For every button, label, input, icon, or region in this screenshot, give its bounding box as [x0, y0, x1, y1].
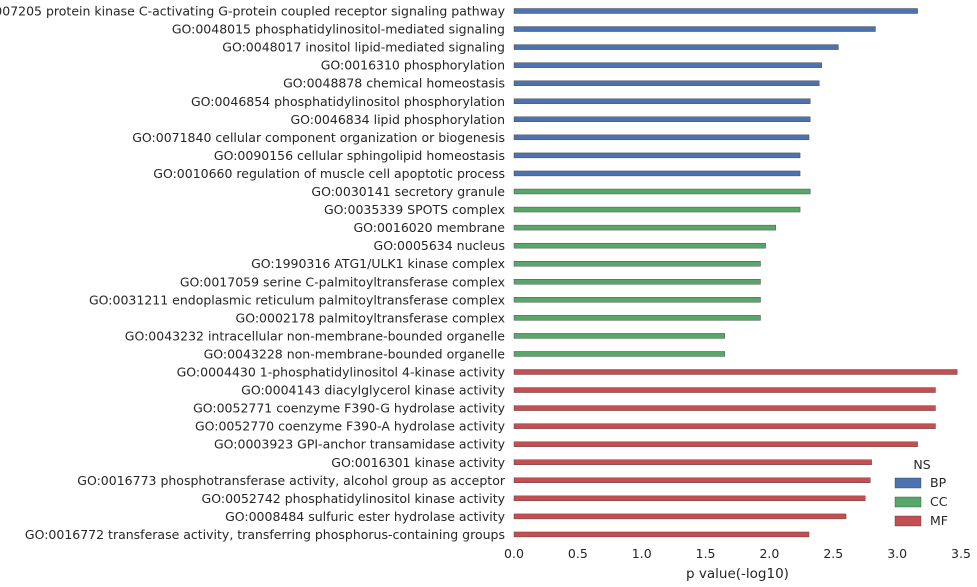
- y-tick-label: GO:0017059 serine C-palmitoyltransferase…: [180, 274, 505, 289]
- bar-bp: [513, 98, 811, 104]
- x-tick-label: 2.5: [823, 546, 843, 561]
- y-tick-label: GO:0007205 protein kinase C-activating G…: [0, 4, 506, 19]
- x-tick-labels: 0.0 0.5 1.0 1.5 2.0 2.5 3.0 3.5: [504, 546, 971, 561]
- bars-group: [513, 8, 958, 538]
- x-tick-label: 3.5: [951, 546, 971, 561]
- y-tick-label: GO:0052742 phosphatidylinositol kinase a…: [202, 491, 506, 506]
- y-tick-label: GO:0008484 sulfuric ester hydrolase acti…: [225, 509, 506, 524]
- bar-mf: [513, 531, 810, 538]
- bar-bp: [513, 80, 820, 86]
- y-tick-label: GO:0031211 endoplasmic reticulum palmito…: [89, 292, 505, 307]
- y-tick-label: GO:0016020 membrane: [353, 220, 505, 235]
- y-tick-labels: GO:0007205 protein kinase C-activating G…: [0, 4, 506, 542]
- bar-cc: [513, 261, 761, 267]
- bar-bp: [513, 116, 811, 123]
- bar-bp: [513, 134, 810, 141]
- y-tick-label: GO:0043232 intracellular non-membrane-bo…: [125, 328, 506, 343]
- x-tick-label: 0.5: [568, 546, 588, 561]
- y-tick-label: GO:0010660 regulation of muscle cell apo…: [153, 166, 505, 181]
- legend-swatch-cc: [894, 496, 922, 508]
- bar-mf: [513, 459, 872, 465]
- y-tick-label: GO:0090156 cellular sphingolipid homeost…: [214, 148, 505, 163]
- bar-cc: [513, 351, 725, 357]
- bar-cc: [513, 206, 801, 213]
- legend-label-cc: CC: [930, 494, 948, 509]
- legend: NS BP CC MF: [894, 457, 948, 528]
- y-tick-label: GO:1990316 ATG1/ULK1 kinase complex: [251, 256, 505, 271]
- y-tick-label: GO:0016310 phosphorylation: [321, 58, 505, 73]
- legend-title: NS: [913, 457, 930, 472]
- legend-swatch-bp: [894, 477, 922, 489]
- x-tick-label: 0.0: [504, 546, 524, 561]
- bar-cc: [513, 279, 761, 285]
- y-tick-label: GO:0030141 secretory granule: [311, 184, 505, 199]
- bar-mf: [513, 387, 936, 393]
- y-tick-label: GO:0071840 cellular component organizati…: [132, 130, 505, 145]
- x-tick-label: 3.0: [887, 546, 907, 561]
- y-tick-label: GO:0052770 coenzyme F390-A hydrolase act…: [195, 419, 506, 434]
- bar-bp: [513, 26, 876, 32]
- y-tick-label: GO:0048015 phosphatidylinositol-mediated…: [172, 22, 505, 37]
- bar-bp: [513, 44, 839, 50]
- y-tick-label: GO:0043228 non-membrane-bounded organell…: [204, 346, 506, 361]
- bar-mf: [513, 513, 847, 520]
- x-tick-label: 2.0: [759, 546, 779, 561]
- y-tick-label: GO:0016772 transferase activity, transfe…: [25, 527, 505, 542]
- y-tick-label: GO:0046834 lipid phosphorylation: [290, 112, 505, 127]
- y-tick-label: GO:0048017 inositol lipid-mediated signa…: [222, 40, 505, 55]
- bar-cc: [513, 333, 725, 339]
- y-tick-label: GO:0052771 coenzyme F390-G hydrolase act…: [193, 401, 506, 416]
- legend-label-mf: MF: [930, 513, 948, 528]
- y-tick-label: GO:0003923 GPI-anchor transamidase activ…: [214, 437, 506, 452]
- bar-bp: [513, 8, 918, 14]
- bar-bp: [513, 170, 801, 177]
- x-axis-label: p value(-log10): [686, 566, 789, 582]
- bar-mf: [513, 369, 958, 375]
- bar-mf: [513, 441, 918, 447]
- bar-cc: [513, 224, 777, 231]
- bar-mf: [513, 405, 936, 411]
- y-tick-label: GO:0016301 kinase activity: [331, 455, 505, 470]
- y-tick-label: GO:0004143 diacylglycerol kinase activit…: [241, 383, 505, 398]
- bar-bp: [513, 62, 822, 68]
- x-tick-label: 1.0: [632, 546, 652, 561]
- bar-cc: [513, 242, 766, 249]
- y-tick-label: GO:0035339 SPOTS complex: [324, 202, 505, 217]
- y-tick-label: GO:0046854 phosphatidylinositol phosphor…: [191, 94, 505, 109]
- bar-cc: [513, 315, 761, 321]
- bar-bp: [513, 152, 801, 159]
- y-tick-label: GO:0005634 nucleus: [374, 238, 505, 253]
- bar-mf: [513, 495, 866, 502]
- y-tick-label: GO:0016773 phosphotransferase activity, …: [77, 473, 506, 488]
- bar-mf: [513, 423, 936, 429]
- x-tick-label: 1.5: [696, 546, 716, 561]
- y-tick-label: GO:0004430 1-phosphatidylinositol 4-kina…: [177, 365, 506, 380]
- bar-mf: [513, 477, 871, 483]
- bar-cc: [513, 297, 761, 303]
- y-tick-label: GO:0002178 palmitoyltransferase complex: [236, 310, 505, 325]
- legend-swatch-mf: [894, 515, 922, 527]
- legend-label-bp: BP: [930, 475, 947, 490]
- y-tick-label: GO:0048878 chemical homeostasis: [283, 76, 505, 91]
- bar-cc: [513, 188, 811, 195]
